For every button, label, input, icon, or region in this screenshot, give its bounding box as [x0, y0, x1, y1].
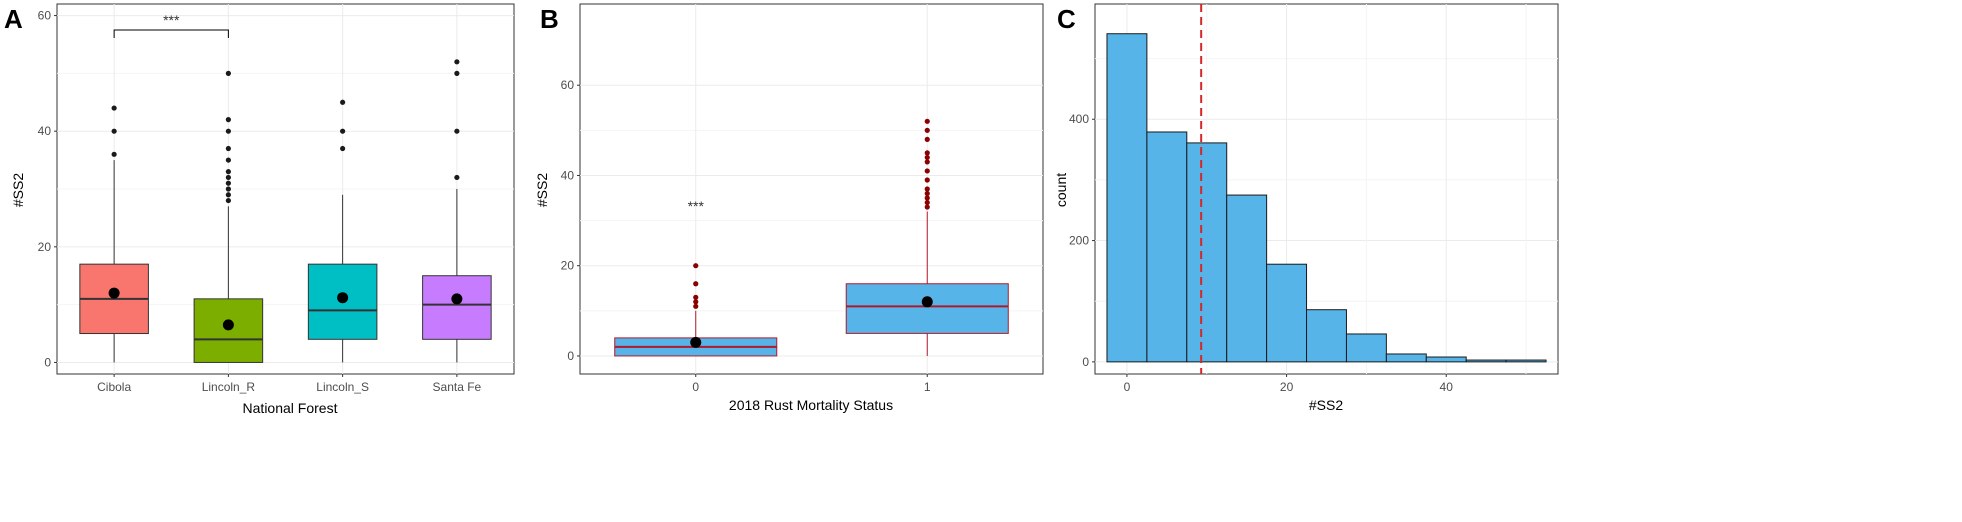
- outlier-point: [340, 145, 346, 152]
- panel-c-y-axis-title: count: [1053, 173, 1069, 207]
- significance-label: ***: [688, 198, 705, 214]
- outlier-point: [924, 150, 930, 156]
- histogram-bar: [1465, 359, 1507, 363]
- outlier-point: [693, 294, 699, 300]
- outlier-point: [924, 168, 930, 174]
- mean-point: [451, 293, 463, 305]
- x-tick-label: Santa Fe: [433, 380, 482, 394]
- y-tick-label: 20: [561, 259, 575, 273]
- outlier-point: [924, 127, 930, 133]
- y-tick-label: 40: [38, 124, 52, 138]
- outlier-point: [111, 151, 117, 157]
- outlier-point: [340, 128, 346, 134]
- outlier-point: [924, 177, 930, 183]
- panel-b-x-axis-title: 2018 Rust Mortality Status: [729, 397, 893, 413]
- outlier-point: [111, 128, 117, 134]
- y-tick-label: 60: [561, 78, 575, 92]
- outlier-point: [454, 70, 460, 76]
- x-tick-label: 40: [1440, 380, 1454, 394]
- outlier-point: [225, 128, 231, 134]
- y-tick-label: 200: [1069, 234, 1089, 248]
- histogram-bar: [1146, 131, 1188, 363]
- outlier-point: [225, 169, 231, 175]
- outlier-point: [454, 174, 460, 181]
- outlier-point: [225, 70, 231, 76]
- panel-c-histogram: C 0 200 400 0 20 40 #SS2 count: [1053, 3, 1559, 413]
- outlier-point: [924, 136, 930, 142]
- outlier-point: [924, 186, 930, 192]
- panel-a-x-axis-title: National Forest: [243, 400, 338, 416]
- histogram-bar: [1106, 33, 1148, 363]
- x-tick-label: Lincoln_S: [316, 380, 369, 394]
- mean-point: [108, 287, 120, 299]
- histogram-bar: [1306, 309, 1347, 363]
- outlier-point: [924, 118, 930, 124]
- significance-label: ***: [163, 12, 180, 28]
- outlier-point: [693, 303, 699, 309]
- panel-c-letter: C: [1057, 4, 1076, 34]
- outlier-point: [225, 145, 231, 152]
- panel-a-y-axis-title: #SS2: [10, 173, 26, 207]
- mean-point: [337, 292, 349, 304]
- y-tick-label: 0: [44, 355, 51, 369]
- panel-a-box-plot: A *** 0 20 40 60 Cibola Lincoln_R Lincoln_S Sant…: [4, 3, 515, 416]
- panel-b-letter: B: [540, 4, 559, 34]
- y-tick-label: 20: [38, 240, 52, 254]
- outlier-point: [225, 192, 231, 198]
- y-tick-label: 60: [38, 9, 52, 23]
- panel-b-y-axis-title: #SS2: [534, 173, 550, 207]
- box-Lincoln_R: [193, 298, 264, 363]
- outlier-point: [924, 190, 930, 197]
- outlier-point: [225, 117, 231, 123]
- mean-point: [690, 336, 702, 348]
- outlier-point: [693, 281, 699, 287]
- mean-point: [222, 319, 234, 331]
- significance-bracket: [113, 29, 229, 39]
- histogram-bar: [1266, 263, 1308, 363]
- panel-b-box-plot: B *** 0 20 40 60 0 1 2018 Rust Mortality Statu…: [534, 3, 1044, 413]
- mean-point: [921, 296, 933, 308]
- histogram-bar: [1186, 142, 1228, 363]
- panel-a-letter: A: [4, 4, 23, 34]
- outlier-point: [924, 159, 930, 165]
- outlier-point: [225, 180, 231, 186]
- histogram-bar: [1425, 356, 1467, 363]
- outlier-point: [225, 174, 231, 181]
- outlier-point: [693, 299, 699, 305]
- x-tick-label: Lincoln_R: [202, 380, 256, 394]
- x-tick-label: 0: [1124, 380, 1131, 394]
- histogram-bar: [1345, 333, 1387, 363]
- outlier-point: [225, 197, 231, 204]
- x-tick-label: Cibola: [97, 380, 131, 394]
- outlier-point: [340, 99, 346, 105]
- histogram-bar: [1505, 359, 1547, 363]
- y-tick-label: 400: [1069, 112, 1089, 126]
- outlier-point: [924, 204, 930, 210]
- histogram-bar: [1226, 194, 1268, 363]
- outlier-point: [225, 157, 231, 163]
- outlier-point: [924, 195, 930, 201]
- outlier-point: [924, 199, 930, 206]
- x-tick-label: 1: [924, 380, 931, 394]
- outlier-point: [225, 186, 231, 192]
- y-tick-label: 0: [567, 349, 574, 363]
- x-tick-label: 20: [1280, 380, 1294, 394]
- x-tick-label: 0: [692, 380, 699, 394]
- histogram-bar: [1385, 353, 1427, 363]
- outlier-point: [693, 263, 699, 269]
- outlier-point: [924, 154, 930, 161]
- outlier-point: [454, 128, 460, 134]
- y-tick-label: 40: [561, 168, 575, 182]
- outlier-point: [111, 105, 117, 111]
- box-1: [845, 283, 1009, 334]
- outlier-point: [454, 59, 460, 65]
- y-tick-label: 0: [1082, 355, 1089, 369]
- box-Santa Fe: [422, 275, 492, 340]
- panel-c-x-axis-title: #SS2: [1309, 397, 1343, 413]
